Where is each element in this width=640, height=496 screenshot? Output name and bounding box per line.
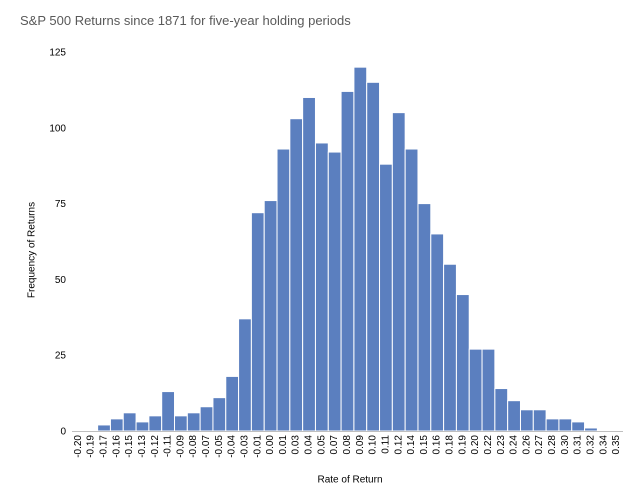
- x-tick-label: 0.16: [432, 435, 443, 455]
- x-tick-label: 0.26: [521, 435, 532, 455]
- bar-0.14: [404, 148, 419, 432]
- x-tick-label: 0.09: [355, 435, 366, 455]
- x-tick-label: -0.13: [137, 435, 148, 458]
- bar--0.13: [135, 421, 150, 432]
- x-tick-label: -0.08: [188, 435, 199, 458]
- x-tick-label: -0.15: [124, 435, 135, 458]
- x-tick-label: 0.01: [278, 435, 289, 455]
- x-tick-label: 0.05: [316, 435, 327, 455]
- x-tick-label: 0.15: [419, 435, 430, 455]
- bar-0.20: [468, 348, 483, 432]
- x-tick-label: 0.00: [265, 435, 276, 455]
- bar-0.00: [263, 200, 278, 432]
- x-tick-label: 0.10: [368, 435, 379, 455]
- y-tick-label: 50: [55, 275, 67, 286]
- bar--0.11: [161, 391, 176, 432]
- x-tick-label: -0.04: [227, 435, 238, 458]
- bar-0.05: [314, 142, 329, 432]
- bar--0.05: [212, 397, 227, 432]
- x-tick-label: 0.27: [534, 435, 545, 455]
- bar--0.17: [97, 424, 111, 432]
- bar-0.23: [494, 388, 509, 432]
- x-axis-label: Rate of Return: [317, 474, 383, 486]
- x-tick-label: -0.12: [150, 435, 161, 458]
- x-tick-label: 0.18: [445, 435, 456, 455]
- bar-0.27: [532, 409, 547, 432]
- bar--0.12: [148, 415, 163, 432]
- x-tick-label: 0.23: [496, 435, 507, 455]
- y-ticks-group: 0 25 50 75 100 125: [49, 48, 66, 438]
- bar-0.24: [507, 400, 521, 432]
- bar-0.22: [481, 348, 496, 432]
- y-tick-label: 125: [49, 48, 66, 59]
- bar-0.04: [302, 96, 316, 432]
- x-tick-label: 0.03: [291, 435, 302, 455]
- x-tick-label: 0.19: [457, 435, 468, 455]
- bar-0.12: [391, 112, 406, 432]
- bar-0.18: [443, 263, 457, 432]
- x-tick-label: 0.04: [304, 435, 315, 455]
- bar-0.01: [276, 148, 291, 432]
- x-tick-label: 0.32: [585, 435, 596, 455]
- bar--0.09: [174, 415, 188, 432]
- bar-0.30: [558, 418, 573, 432]
- bar-0.28: [545, 418, 560, 432]
- bar-0.19: [455, 294, 470, 432]
- bar--0.16: [109, 418, 124, 432]
- y-tick-label: 25: [55, 351, 67, 362]
- bar-0.15: [417, 203, 432, 432]
- x-tick-label: 0.12: [393, 435, 404, 455]
- bar--0.01: [250, 212, 265, 432]
- x-tick-label: -0.11: [163, 435, 174, 457]
- x-tick-label: 0.08: [342, 435, 353, 455]
- bar--0.07: [199, 406, 214, 432]
- bar-0.26: [519, 409, 534, 432]
- x-tick-label: 0.14: [406, 435, 417, 455]
- bar-0.10: [366, 81, 381, 432]
- x-tick-label: 0.31: [573, 435, 584, 455]
- x-tick-label: 0.34: [598, 435, 609, 455]
- x-tick-label: -0.07: [201, 435, 212, 458]
- bar-0.07: [327, 151, 342, 432]
- bar-0.09: [353, 66, 368, 432]
- x-tick-label: 0.35: [611, 435, 622, 455]
- y-tick-label: 100: [49, 123, 66, 134]
- x-tick-label: -0.03: [239, 435, 250, 458]
- bar-0.32: [584, 427, 598, 432]
- bar-0.16: [430, 233, 445, 432]
- bar--0.15: [122, 412, 137, 432]
- chart-title: S&P 500 Returns since 1871 for five-year…: [20, 13, 351, 28]
- y-tick-label: 0: [60, 427, 66, 438]
- x-tick-label: -0.09: [175, 435, 186, 458]
- y-tick-label: 75: [55, 199, 67, 210]
- bar-0.31: [571, 421, 586, 432]
- x-tick-label: 0.28: [547, 435, 558, 455]
- bar-0.08: [340, 90, 355, 432]
- bar--0.08: [186, 412, 201, 432]
- x-tick-label: -0.17: [99, 435, 110, 458]
- x-tick-label: -0.20: [73, 435, 84, 458]
- x-tick-label: -0.16: [111, 435, 122, 458]
- x-tick-label: -0.19: [86, 435, 97, 458]
- x-tick-label: 0.11: [380, 435, 391, 454]
- x-tick-label: 0.30: [560, 435, 571, 455]
- bar--0.03: [238, 318, 252, 432]
- x-tick-label: 0.22: [483, 435, 494, 455]
- x-tick-label: 0.07: [329, 435, 340, 455]
- x-tick-label: 0.24: [509, 435, 520, 455]
- bar-0.11: [379, 163, 393, 432]
- bars-group: [97, 66, 598, 432]
- x-tick-label: -0.05: [214, 435, 225, 458]
- bar--0.04: [225, 375, 240, 432]
- x-tick-label: 0.20: [470, 435, 481, 455]
- bar-0.03: [289, 118, 304, 432]
- x-tick-label: -0.01: [252, 435, 263, 458]
- x-ticks-group: -0.20 -0.19 -0.17 -0.16 -0.15 -0.13 -0.12 -0.11…: [73, 435, 622, 458]
